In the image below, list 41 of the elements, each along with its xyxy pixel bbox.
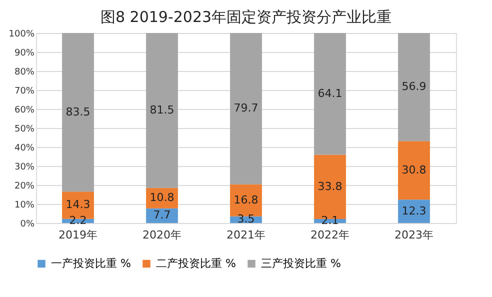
data-label: 33.8 [318, 180, 342, 193]
chart-title: 图8 2019-2023年固定资产投资分产业比重 [100, 8, 392, 26]
y-tick-label: 70% [14, 86, 35, 96]
bar [398, 141, 430, 200]
bar [398, 33, 430, 142]
bar [314, 33, 346, 155]
data-label: 64.1 [318, 86, 342, 100]
legend-label: 二产投资比重 % [156, 256, 236, 270]
x-tick-label: 2022年 [310, 228, 350, 242]
y-tick-label: 100% [8, 30, 35, 40]
data-label: 3.5 [237, 212, 255, 226]
x-tick-label: 2020年 [142, 228, 182, 242]
bar [146, 208, 178, 223]
x-tick-label: 2021年 [226, 228, 266, 242]
y-tick-label: 30% [14, 162, 35, 172]
bar [230, 33, 262, 184]
x-tick-label: 2023年 [394, 228, 434, 242]
data-label: 83.5 [66, 105, 90, 118]
data-label: 16.8 [234, 193, 258, 206]
y-tick-label: 0% [20, 220, 35, 230]
y-tick-label: 50% [14, 124, 35, 134]
x-tick-label: 2019年 [58, 228, 98, 242]
data-label: 81.5 [150, 103, 174, 116]
bar [398, 200, 430, 223]
data-label: 12.3 [402, 204, 426, 218]
y-tick-label: 10% [14, 200, 35, 210]
data-label: 56.9 [402, 80, 426, 94]
data-label: 14.3 [66, 198, 90, 212]
legend-label: 一产投资比重 % [51, 256, 131, 270]
data-label: 7.7 [153, 208, 171, 222]
data-label: 30.8 [402, 163, 426, 176]
data-label: 79.7 [234, 102, 258, 115]
bar [146, 33, 178, 188]
y-tick-label: 90% [14, 48, 35, 58]
y-tick-label: 40% [14, 144, 35, 154]
y-tick-label: 80% [14, 68, 35, 78]
y-tick-label: 20% [14, 182, 35, 192]
bar [62, 33, 94, 192]
legend-label: 三产投资比重 % [261, 256, 341, 270]
y-tick-label: 60% [14, 106, 35, 116]
data-label: 10.8 [150, 191, 174, 204]
